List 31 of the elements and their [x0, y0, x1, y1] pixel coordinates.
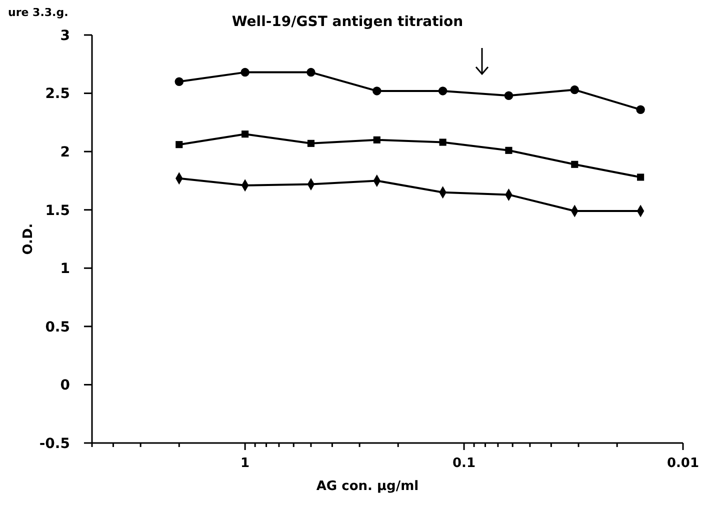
point: [372, 86, 382, 96]
y-tick-label: 2.5: [45, 86, 70, 102]
chart-title: Well-19/GST antigen titration: [232, 14, 464, 30]
x-tick-label: 0.01: [666, 456, 700, 471]
y-tick-label: 1: [60, 261, 70, 278]
point: [240, 68, 250, 77]
y-tick-label: -0.5: [39, 436, 70, 452]
point: [505, 146, 512, 154]
text: ure 3.3.g.: [8, 6, 68, 19]
point: [570, 85, 580, 94]
x-tick-label: 1: [240, 456, 250, 471]
y-axis-title: O.D.: [21, 223, 36, 255]
point: [176, 141, 183, 148]
point: [636, 105, 645, 114]
point: [439, 138, 446, 146]
point: [373, 136, 380, 144]
x-axis-title: AG con. µg/ml: [316, 479, 419, 494]
y-tick-label: 1.5: [45, 202, 70, 219]
point: [637, 174, 644, 181]
point: [174, 77, 184, 86]
point: [438, 86, 448, 96]
y-tick-label: 0.5: [45, 319, 70, 336]
y-tick-label: 0: [60, 378, 70, 394]
x-tick-label: 0.1: [452, 456, 476, 471]
point: [571, 160, 578, 168]
point: [504, 91, 514, 100]
point: [307, 140, 315, 147]
y-tick-label: 2: [60, 144, 70, 160]
point: [242, 130, 249, 138]
y-tick-label: 3: [60, 28, 70, 44]
point: [306, 68, 316, 77]
